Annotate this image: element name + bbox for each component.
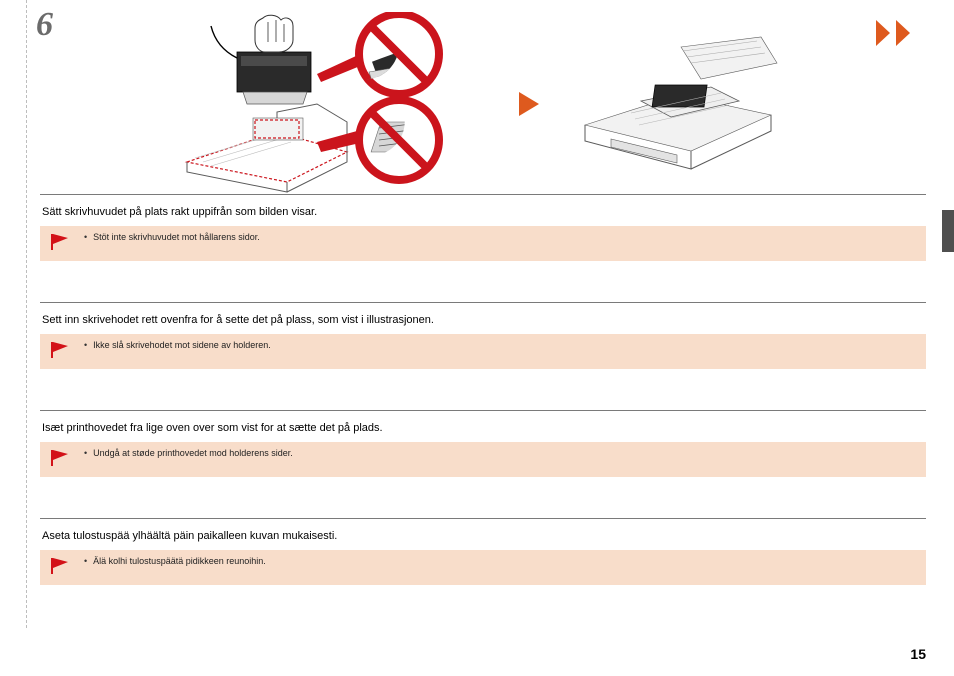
warning-callout: Ikke slå skrivehodet mot sidene av holde…	[40, 334, 926, 369]
arrow-right-icon	[515, 90, 543, 118]
warning-text: Ikke slå skrivehodet mot sidene av holde…	[84, 339, 271, 352]
page-number: 15	[910, 646, 926, 662]
illustration-insert-printhead	[167, 12, 487, 196]
lang-block-da: Isæt printhovedet fra lige oven over som…	[40, 410, 926, 518]
lang-block-no: Sett inn skrivehodet rett ovenfra for å …	[40, 302, 926, 410]
flag-icon	[50, 557, 70, 580]
vertical-guide-line	[26, 0, 27, 628]
warning-text: Älä kolhi tulostuspäätä pidikkeen reunoi…	[84, 555, 266, 568]
lang-block-fi: Aseta tulostuspää ylhäältä päin paikalle…	[40, 518, 926, 626]
manual-page: 6	[0, 0, 954, 676]
warning-callout: Undgå at støde printhovedet mod holderen…	[40, 442, 926, 477]
warning-callout: Stöt inte skrivhuvudet mot hållarens sid…	[40, 226, 926, 261]
flag-icon	[50, 233, 70, 256]
lang-block-sv: Sätt skrivhuvudet på plats rakt uppifrån…	[40, 194, 926, 302]
illustration-seated-printhead	[571, 29, 791, 179]
instruction-text: Sett inn skrivehodet rett ovenfra for å …	[42, 313, 926, 328]
warning-text: Undgå at støde printhovedet mod holderen…	[84, 447, 293, 460]
page-side-tab	[942, 210, 954, 252]
flag-icon	[50, 341, 70, 364]
flag-icon	[50, 449, 70, 472]
warning-text: Stöt inte skrivhuvudet mot hållarens sid…	[84, 231, 260, 244]
warning-callout: Älä kolhi tulostuspäätä pidikkeen reunoi…	[40, 550, 926, 585]
instruction-text: Sätt skrivhuvudet på plats rakt uppifrån…	[42, 205, 926, 220]
instruction-text: Aseta tulostuspää ylhäältä päin paikalle…	[42, 529, 926, 544]
instruction-text: Isæt printhovedet fra lige oven over som…	[42, 421, 926, 436]
step-illustrations	[32, 8, 926, 194]
double-chevron-icon	[874, 18, 926, 48]
step-number: 6	[36, 6, 53, 44]
